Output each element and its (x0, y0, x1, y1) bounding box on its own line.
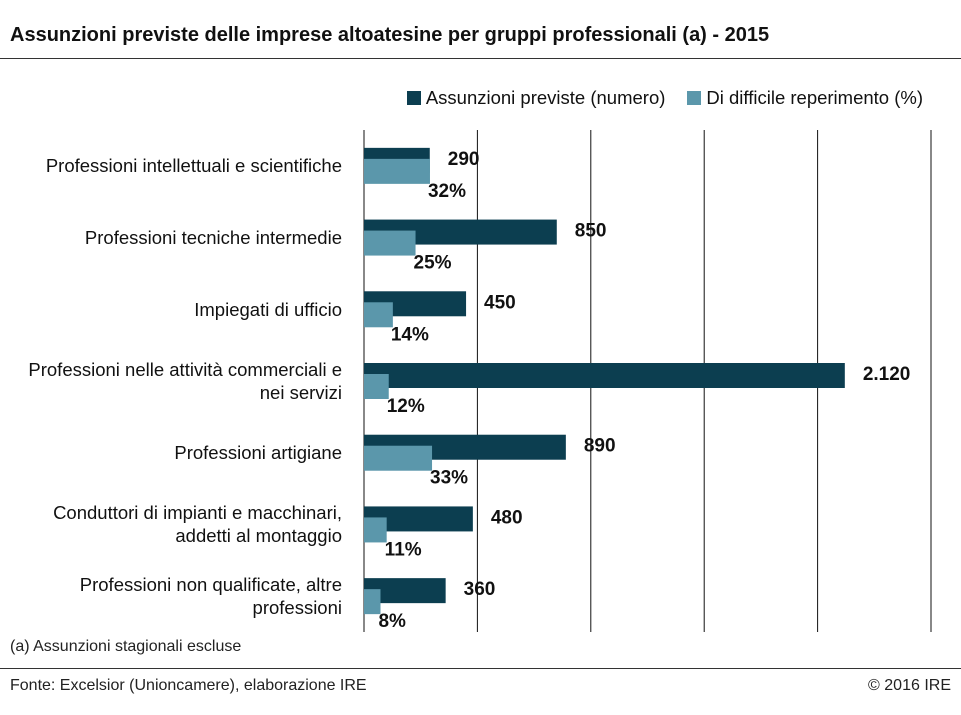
y-tick-label: Professioni artigiane (174, 442, 342, 464)
legend-item: Di difficile reperimento (%) (687, 87, 923, 109)
bar (364, 302, 393, 328)
value-label: 850 (575, 221, 607, 242)
value-label: 450 (484, 292, 516, 313)
legend-label: Assunzioni previste (numero) (425, 87, 666, 108)
legend-label: Di difficile reperimento (%) (706, 87, 923, 108)
value-label: 11% (385, 539, 422, 560)
value-label: 290 (448, 149, 480, 170)
value-label: 14% (391, 324, 429, 345)
value-label: 25% (414, 253, 452, 274)
bar (364, 445, 433, 471)
y-tick-label: Professioni intellettuali e scientifiche (45, 155, 342, 177)
rule (0, 668, 961, 669)
value-label: 33% (430, 468, 468, 489)
legend: Assunzioni previste (numero) Di difficile… (406, 87, 923, 109)
value-label: 360 (464, 579, 496, 600)
source: Fonte: Excelsior (Unioncamere), elaboraz… (10, 677, 367, 694)
bar (364, 158, 430, 184)
value-label: 890 (584, 436, 616, 457)
bar (364, 363, 845, 388)
bar (364, 230, 416, 256)
value-label: 8% (378, 611, 406, 632)
copyright: © 2016 IRE (868, 677, 951, 694)
legend-swatch (687, 91, 702, 105)
chart-title: Assunzioni previste delle imprese altoat… (10, 24, 770, 46)
value-label: 32% (428, 181, 466, 202)
y-tick-label: Professioni non qualificate, altre profe… (79, 574, 342, 619)
y-tick-label: Impiegati di ufficio (194, 298, 342, 320)
y-tick-label: Professioni nelle attività commerciali e… (28, 359, 342, 403)
legend-swatch (406, 91, 421, 105)
value-label: 12% (387, 396, 425, 417)
y-tick-label: Professioni tecniche intermedie (84, 227, 342, 249)
legend-item: Assunzioni previste (numero) (406, 87, 666, 109)
bar (364, 374, 389, 399)
bar (364, 589, 381, 615)
bar (364, 517, 387, 543)
rule (0, 58, 961, 59)
y-tick-label: Conduttori di impianti e macchinari, add… (53, 502, 342, 547)
value-label: 2.120 (863, 364, 911, 385)
footnote: (a) Assunzioni stagionali escluse (10, 638, 242, 655)
value-label: 480 (491, 507, 523, 528)
